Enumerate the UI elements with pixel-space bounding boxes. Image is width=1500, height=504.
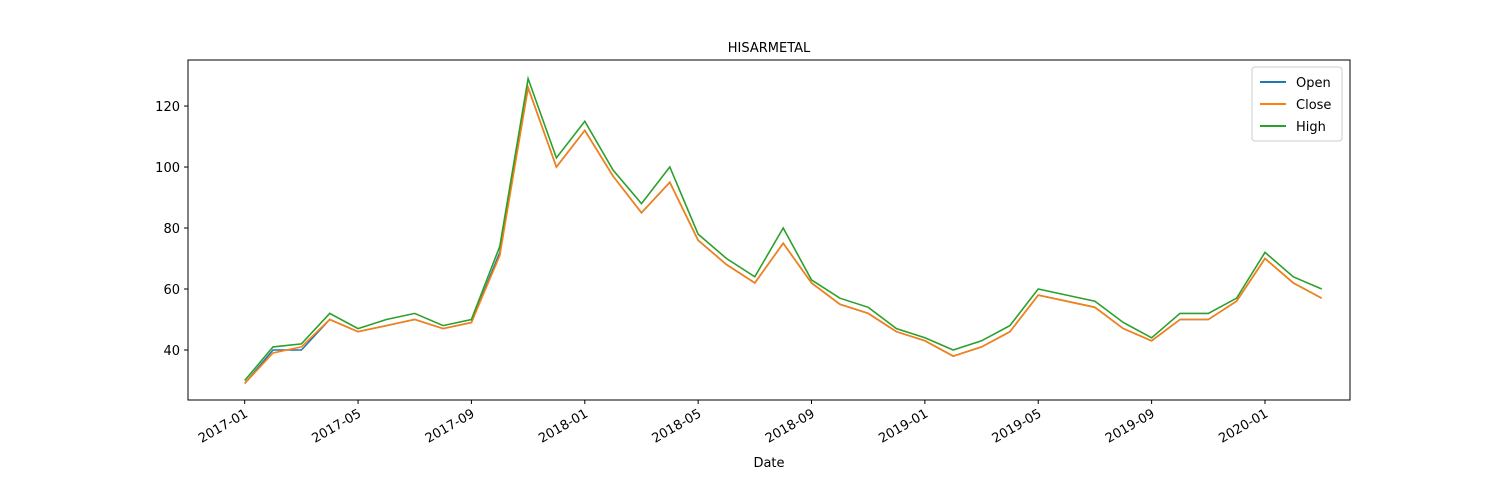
legend-label: High bbox=[1296, 120, 1326, 135]
x-tick-label: 2017-05 bbox=[309, 406, 364, 446]
line bbox=[244, 84, 1323, 385]
line bbox=[244, 75, 1323, 382]
y-tick-label: 80 bbox=[163, 222, 180, 237]
plot-frame bbox=[187, 59, 1351, 401]
y-tick-label: 60 bbox=[163, 283, 180, 298]
y-tick-label: 100 bbox=[155, 161, 180, 176]
x-tick-label: 2017-01 bbox=[196, 406, 251, 446]
chart-title: HISARMETAL bbox=[728, 41, 811, 56]
x-tick-label: 2019-01 bbox=[876, 406, 931, 446]
legend-label: Close bbox=[1296, 98, 1331, 113]
x-tick-label: 2019-09 bbox=[1103, 406, 1158, 446]
x-tick-label: 2018-01 bbox=[536, 406, 591, 446]
x-tick-label: 2018-05 bbox=[650, 406, 705, 446]
x-tick-label: 2018-09 bbox=[763, 406, 818, 446]
legend-box bbox=[1251, 66, 1343, 142]
x-axis-label: Date bbox=[753, 456, 784, 471]
line bbox=[244, 84, 1323, 385]
legend-label: Open bbox=[1296, 76, 1331, 91]
y-tick-label: 40 bbox=[163, 344, 180, 359]
x-tick-label: 2017-09 bbox=[423, 406, 478, 446]
x-tick-label: 2020-01 bbox=[1216, 406, 1271, 446]
y-tick-label: 120 bbox=[155, 100, 180, 115]
x-tick-label: 2019-05 bbox=[990, 406, 1045, 446]
